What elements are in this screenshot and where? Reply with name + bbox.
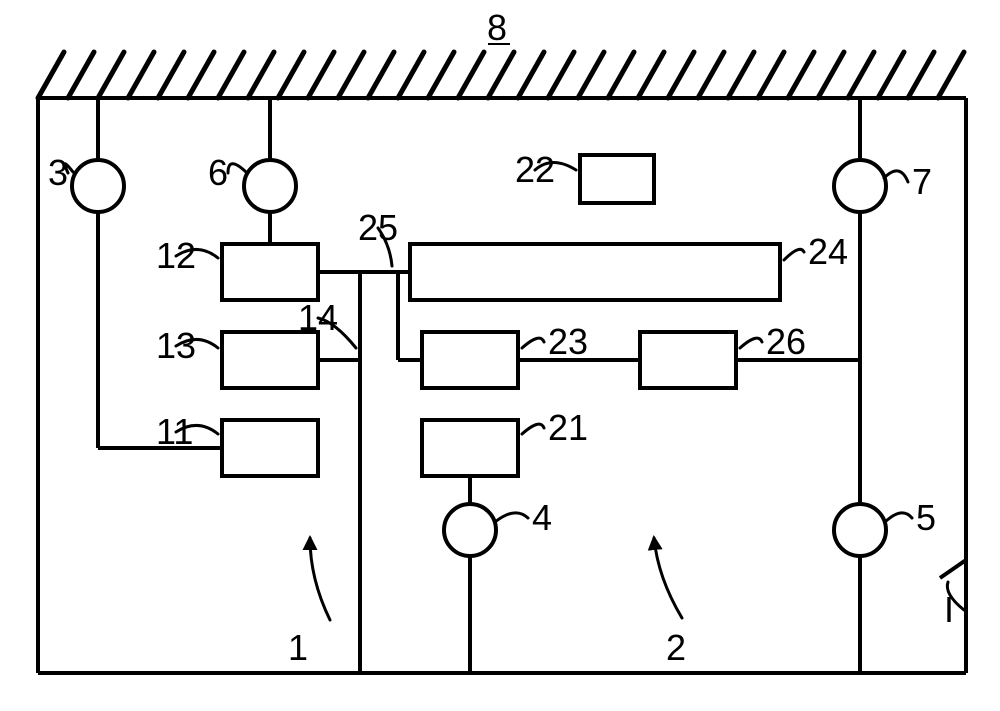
diagram-canvas: 83672212252413142326112145I12: [0, 0, 1000, 711]
label-lbI: I: [944, 589, 954, 630]
block-r24: [410, 244, 780, 300]
label-lb21: 21: [548, 407, 588, 448]
block-r21: [422, 420, 518, 476]
block-r26: [640, 332, 736, 388]
leader-lb6: [228, 164, 246, 173]
label-lb13: 13: [156, 325, 196, 366]
arrow-ar2: [654, 538, 682, 618]
label-lb6: 6: [208, 152, 228, 193]
node-c5: [834, 504, 886, 556]
label-lb7: 7: [912, 161, 932, 202]
block-r11: [222, 420, 318, 476]
label-lb22: 22: [515, 149, 555, 190]
wire-l-I-tick: [940, 560, 966, 578]
node-c3: [72, 160, 124, 212]
label-lb24: 24: [808, 231, 848, 272]
leader-lb23: [522, 338, 544, 348]
leader-lb24: [784, 249, 804, 260]
leader-lb7: [884, 171, 908, 182]
label-lb11: 11: [156, 411, 193, 452]
leader-lb4: [495, 513, 528, 522]
label-lb5: 5: [916, 497, 936, 538]
node-c7: [834, 160, 886, 212]
label-lb26: 26: [766, 321, 806, 362]
label-lb25: 25: [358, 207, 398, 248]
label-lb14: 14: [298, 297, 338, 338]
arrow-label-ar2: 2: [666, 627, 686, 668]
arrow-label-ar1: 1: [288, 627, 308, 668]
leader-lb5: [885, 513, 912, 522]
node-c4: [444, 504, 496, 556]
block-r12: [222, 244, 318, 300]
block-r23: [422, 332, 518, 388]
ground-hatch: [38, 52, 964, 98]
label-lb4: 4: [532, 497, 552, 538]
block-r13: [222, 332, 318, 388]
leader-lb26: [740, 338, 762, 348]
label-lb12: 12: [156, 235, 196, 276]
node-c6: [244, 160, 296, 212]
label-lb3: 3: [48, 152, 68, 193]
arrow-ar1: [310, 538, 330, 620]
leader-lb21: [522, 424, 544, 434]
label-lb23: 23: [548, 321, 588, 362]
title-label: 8: [487, 7, 507, 48]
block-r22: [580, 155, 654, 203]
